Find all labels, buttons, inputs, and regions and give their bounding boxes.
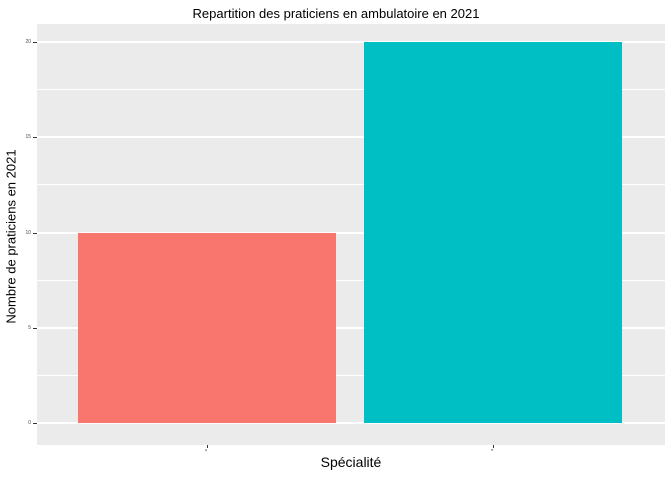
y-tick-label: 5 (28, 324, 31, 331)
x-axis-title: Spécialité (320, 454, 382, 470)
gridline-minor (37, 184, 665, 186)
gridline-major (37, 326, 665, 329)
bar-a (77, 232, 336, 423)
gridline-major (37, 136, 665, 139)
bar-b (364, 42, 622, 423)
gridline-major (37, 41, 665, 43)
y-tick-label: 10 (25, 229, 31, 236)
y-tick-mark (33, 232, 37, 234)
x-tick-mark (206, 445, 208, 448)
gridline-major (37, 422, 665, 424)
y-tick-mark (33, 137, 37, 139)
y-tick-label: 0 (28, 420, 31, 426)
gridline-minor (37, 374, 665, 376)
plot-panel (37, 24, 665, 445)
y-tick-label: 20 (25, 39, 31, 45)
y-tick-mark (33, 42, 37, 43)
y-tick-mark (33, 423, 37, 424)
x-tick-mark (493, 445, 494, 448)
gridline-minor (37, 89, 665, 91)
x-tick-label: b (490, 449, 495, 452)
y-tick-label: 15 (25, 134, 31, 141)
gridline-minor (37, 279, 665, 281)
chart-title: Repartition des praticiens en ambulatoir… (192, 6, 480, 21)
x-tick-label: a (203, 449, 209, 452)
y-axis-title: Nombre de praticiens en 2021 (3, 149, 19, 324)
gridline-major (37, 231, 665, 234)
y-tick-mark (33, 327, 37, 329)
